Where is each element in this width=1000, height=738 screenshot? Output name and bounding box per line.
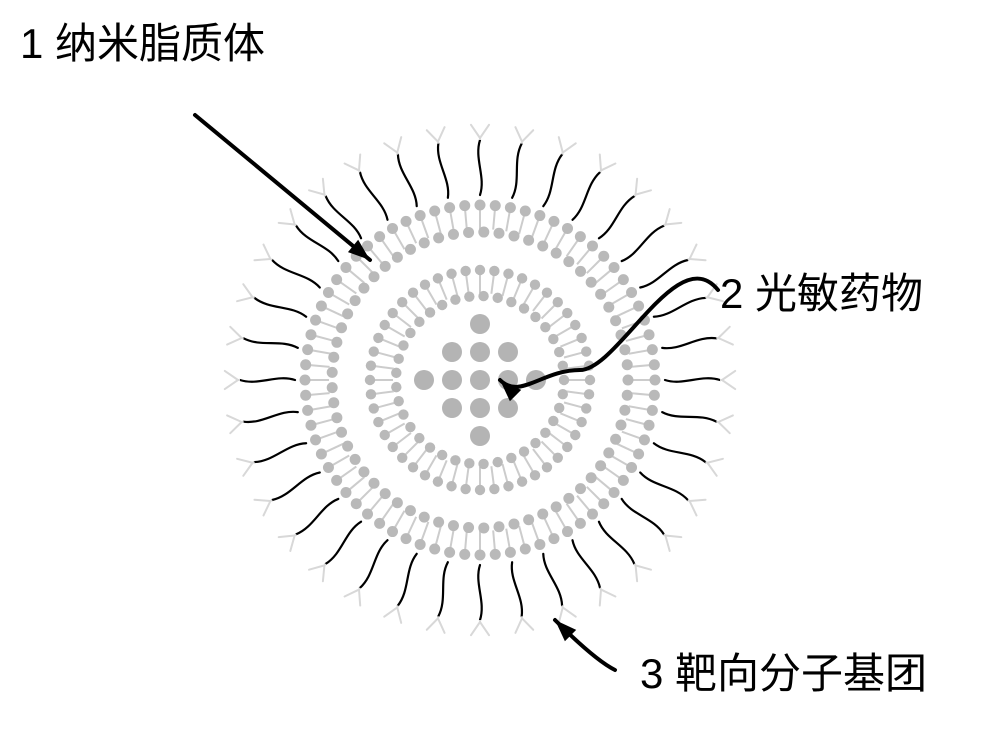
label-nanoliposome: 1 纳米脂质体 [20,10,265,71]
diagram-stage: { "canvas": { "w": 1000, "h": 738, "bg":… [0,0,1000,738]
liposome-diagram [0,0,1000,738]
label-targeting-group: 3 靶向分子基团 [640,640,927,701]
label-photosensitizer: 2 光敏药物 [720,260,923,321]
